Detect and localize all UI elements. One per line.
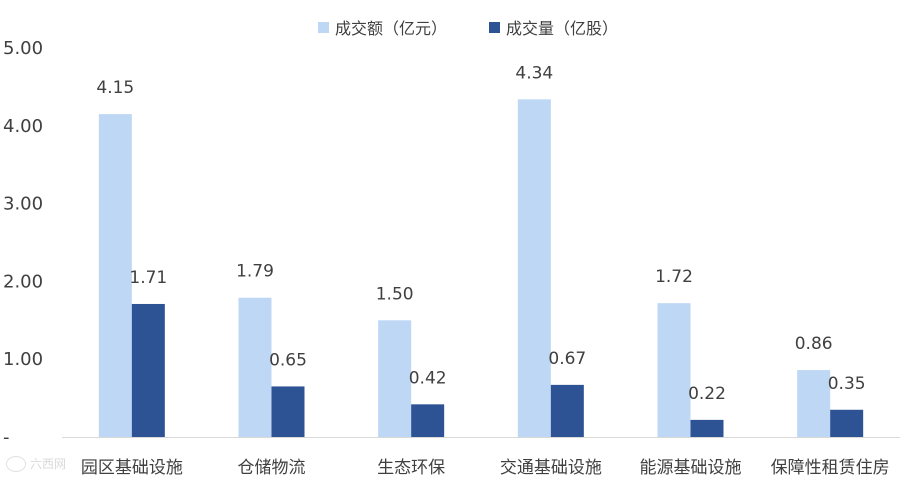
- x-tick-label: 园区基础设施: [81, 458, 183, 478]
- x-tick-label: 生态环保: [377, 458, 445, 478]
- bar: [131, 303, 165, 437]
- legend-item-volume: 成交量（亿股）: [489, 15, 618, 39]
- y-tick-label: -: [3, 427, 10, 448]
- legend-swatch-turnover: [318, 21, 329, 33]
- bar: [690, 419, 724, 437]
- data-label: 1.71: [129, 268, 167, 288]
- data-label: 0.67: [548, 349, 586, 369]
- bar: [238, 297, 272, 437]
- data-label: 0.65: [269, 350, 307, 370]
- x-tick-label: 保障性租赁住房: [771, 458, 890, 478]
- y-tick-label: 2.00: [3, 271, 43, 292]
- bar: [550, 384, 584, 437]
- x-tick-label: 交通基础设施: [500, 458, 602, 478]
- y-tick-label: 4.00: [3, 116, 43, 137]
- bar: [797, 370, 831, 437]
- data-label: 0.86: [795, 334, 833, 354]
- legend: 成交额（亿元） 成交量（亿股）: [318, 15, 618, 39]
- data-label: 1.79: [236, 262, 274, 282]
- data-label: 4.15: [96, 78, 134, 98]
- bar: [271, 386, 305, 437]
- data-label: 4.34: [515, 63, 553, 83]
- bar: [411, 404, 445, 437]
- legend-item-turnover: 成交额（亿元）: [318, 15, 447, 39]
- bar: [98, 114, 132, 437]
- watermark-logo-icon: [6, 455, 26, 472]
- y-tick-label: 1.00: [3, 349, 43, 370]
- x-tick-label: 仓储物流: [238, 458, 306, 478]
- y-tick-label: 5.00: [3, 38, 43, 59]
- bar: [830, 409, 864, 437]
- legend-label-turnover: 成交额（亿元）: [335, 19, 448, 38]
- data-label: 1.72: [655, 267, 693, 287]
- data-label: 0.42: [409, 368, 447, 388]
- data-label: 1.50: [376, 284, 414, 304]
- data-label: 0.35: [828, 374, 866, 394]
- bar: [657, 303, 691, 437]
- legend-swatch-volume: [489, 21, 501, 33]
- data-label: 0.22: [688, 384, 726, 404]
- y-tick-label: 3.00: [3, 194, 43, 215]
- bar: [517, 99, 551, 438]
- watermark-text: 六西网: [30, 457, 67, 471]
- watermark: 六西网: [6, 455, 66, 472]
- legend-label-volume: 成交量（亿股）: [506, 19, 619, 38]
- bar: [378, 320, 412, 437]
- x-tick-label: 能源基础设施: [640, 458, 742, 478]
